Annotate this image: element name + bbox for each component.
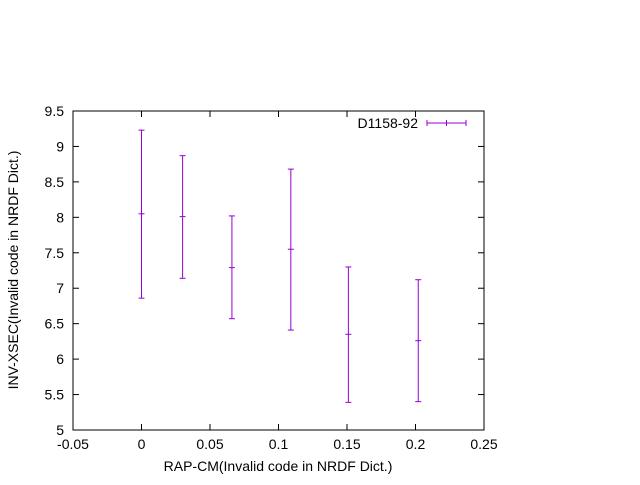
y-tick-label: 6.5 (45, 316, 65, 332)
y-tick-label: 6 (56, 351, 64, 367)
y-tick-label: 7 (56, 280, 64, 296)
error-bar-point (228, 215, 235, 320)
y-tick-label: 9 (56, 138, 64, 154)
y-tick-label: 5.5 (45, 387, 65, 403)
x-tick-label: 0.1 (269, 436, 289, 452)
y-tick-label: 5 (56, 422, 64, 438)
y-tick-label: 8.5 (45, 174, 65, 190)
error-bar-point (415, 279, 422, 403)
y-tick-label: 9.5 (45, 103, 65, 119)
error-bar-point (138, 129, 145, 299)
x-tick-label: 0 (138, 436, 146, 452)
x-tick-label: 0.25 (470, 436, 497, 452)
error-bar-point (345, 266, 352, 403)
y-tick-label: 7.5 (45, 245, 65, 261)
x-tick-label: 0.05 (196, 436, 223, 452)
x-tick-label: 0.15 (333, 436, 360, 452)
x-tick-label: 0.2 (406, 436, 426, 452)
axis-ticks: -0.05 0 0.05 0.1 0.15 0.2 0.25 5 5.5 6 6.5 7 7.5 8 8.5… (45, 103, 498, 452)
plot-frame (72, 110, 485, 431)
error-bar-point (287, 168, 294, 331)
y-axis-label: INV-XSEC(Invalid code in NRDF Dict.) (5, 151, 21, 390)
x-axis-label: RAP-CM(Invalid code in NRDF Dict.) (164, 458, 393, 474)
error-bar-point (179, 155, 186, 279)
y-tick-label: 8 (56, 209, 64, 225)
error-bars (138, 129, 422, 403)
x-tick-label: -0.05 (57, 436, 89, 452)
legend: D1158-92 (358, 115, 467, 131)
legend-label: D1158-92 (358, 115, 419, 131)
